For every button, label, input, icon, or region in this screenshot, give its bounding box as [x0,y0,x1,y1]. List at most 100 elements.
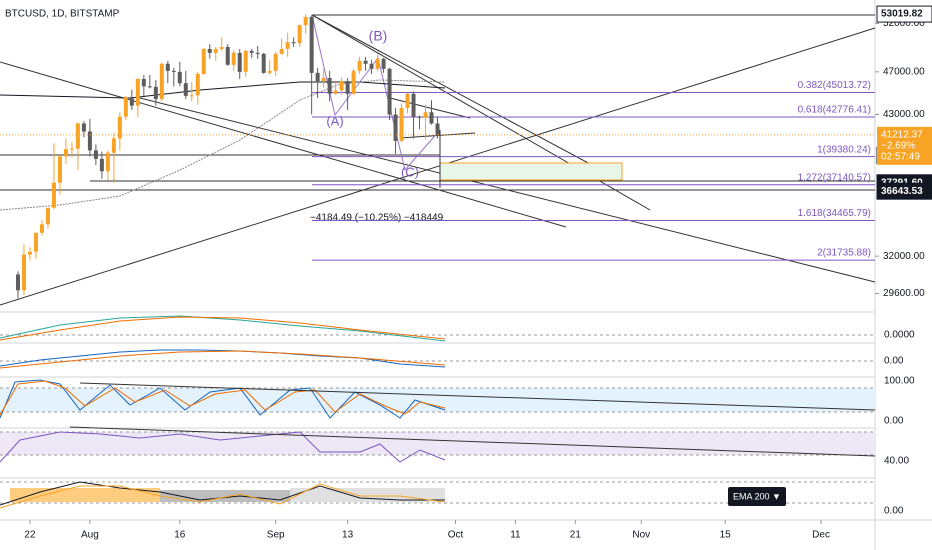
candle-body [87,131,92,151]
x-tick-label: 11 [510,530,521,541]
x-tick-label: 22 [24,530,36,541]
candle-body [375,58,380,69]
legend-button-bg[interactable] [728,487,786,506]
x-tick-label: 13 [342,530,354,541]
candle-body [309,16,314,73]
wave-label: (C) [401,164,419,179]
candle-body [39,224,44,233]
candle-body [183,83,188,96]
candle-body [297,25,302,44]
indicator-tick: 0.00 [884,416,904,427]
candle-body [345,81,350,94]
indicator-guides [0,334,875,504]
price-label-bg [876,182,932,200]
candle-body [381,58,386,69]
candle-body [57,156,62,183]
ppo-signal [0,350,446,369]
fib-label: 1(39380.24) [817,144,871,155]
ema-50 [0,79,446,211]
target-zone [439,162,623,181]
x-tick-label: Dec [812,530,830,541]
candle-body [195,73,200,96]
y-tick-label: 29600.00 [883,288,925,299]
candle-body [51,182,56,208]
symbol-title: BTCUSD, 1D, BITSTAMP [5,9,120,20]
candle-body [267,70,272,73]
y-tick-label: 32000.00 [883,251,925,262]
candle-body [15,274,20,291]
candle-body [285,42,290,49]
candle-body [117,116,122,139]
y-tick-label: 52000.00 [883,18,925,29]
candle-body [303,16,308,26]
candle-body [339,81,344,91]
candle-body [243,50,248,72]
wave-label: (A) [326,113,343,128]
ema-200 [0,81,446,99]
candle-body [159,63,164,100]
candle-body [363,60,368,64]
candle-body [123,96,128,117]
histogram-bars [10,488,445,502]
x-tick-label: Oct [448,530,464,541]
last-price-bg [877,126,932,165]
candle-body [387,68,392,115]
candle-body [351,70,356,94]
candle-body [105,152,110,172]
candle-body [201,48,206,74]
candle-body [315,72,320,82]
indicator-tick: 0.00 [884,506,904,517]
indicator-tick: 0.0000 [884,330,915,341]
fib-label: 2(31735.88) [817,248,871,259]
candle-body [75,123,80,149]
rsi-line [0,431,446,463]
rsi-band [0,432,875,455]
macd-signal [0,316,446,341]
legend-button[interactable]: EMA 200 ▼ [733,491,781,501]
candle-body [189,95,194,97]
x-tick-label: 15 [720,530,732,541]
candle-body [327,78,332,94]
candle-body [405,93,410,108]
candle-body [417,116,422,118]
stoch-d [0,380,446,416]
price-label: 53019.82 [881,9,923,20]
candle-body [429,112,434,124]
candle-body [291,42,296,44]
candle-body [279,48,284,54]
candle-body [99,158,104,172]
candle-body [21,254,26,291]
candle-body [135,79,140,106]
x-tick-label: Aug [81,530,99,541]
candle-body [231,52,236,65]
candle-body [165,63,170,71]
candle-body [399,107,404,141]
candle-body [111,138,116,153]
price-label-bg [876,5,932,23]
candle-body [255,52,260,54]
candle-body [33,232,38,252]
candle-body [333,90,338,94]
wave-label: (B) [369,28,388,44]
candle-body [411,93,416,117]
last-price: 41212.37 [881,129,923,140]
candle-body [225,47,230,65]
candle-body [129,96,134,106]
x-tick-label: Nov [632,530,650,541]
candle-body [219,47,224,49]
indicator-tick: 40.00 [884,456,909,467]
candle-body [69,148,74,150]
candle-body [27,251,32,255]
candle-body [261,53,266,73]
candle-body [213,48,218,53]
candle-body [393,114,398,141]
candle-body [249,50,254,53]
candle-body [273,53,278,71]
candle-body [171,70,176,72]
y-tick-label: 43000.00 [883,109,925,120]
indicator-tick: 100.00 [884,376,915,387]
fib-label: 0.618(42776.41) [798,105,871,116]
candle-body [237,52,242,72]
